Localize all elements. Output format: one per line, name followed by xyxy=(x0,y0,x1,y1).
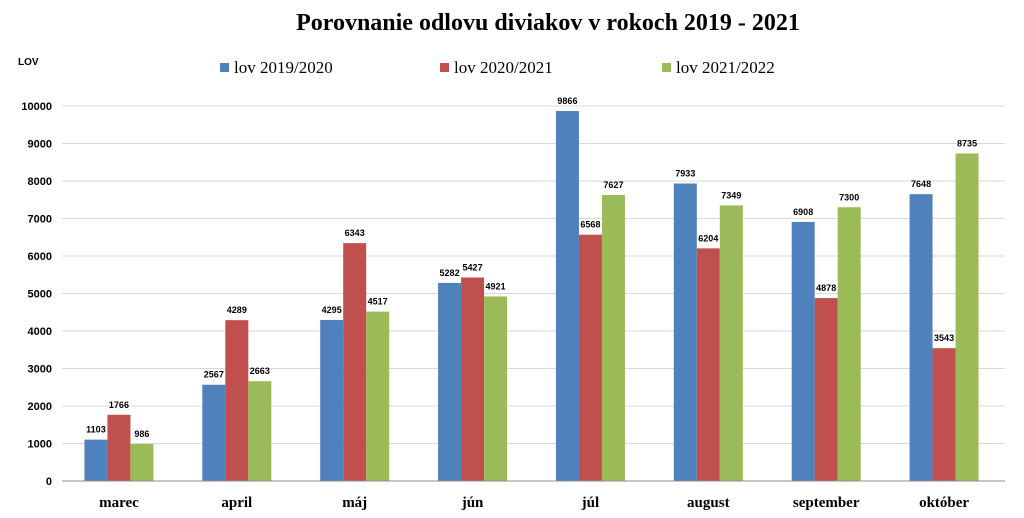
data-labels: 1103 1766 986 2567 4289 2663 4295 6343 4517 52825… xyxy=(86,96,977,439)
legend-swatch xyxy=(220,63,229,72)
data-label: 4517 xyxy=(368,297,388,307)
data-label: 6568 xyxy=(580,220,600,230)
x-tick-label: april xyxy=(221,495,252,511)
data-label: 7300 xyxy=(839,192,859,202)
y-tick-label: 4000 xyxy=(28,326,52,338)
y-tick-label: 0 xyxy=(46,476,52,488)
data-label: 5427 xyxy=(463,262,483,272)
bar xyxy=(438,282,462,481)
bar xyxy=(320,319,344,481)
y-tick-label: 8000 xyxy=(28,176,52,188)
x-tick-label: máj xyxy=(342,495,367,511)
x-tick-label: júl xyxy=(581,495,600,511)
chart-title: Porovnanie odlovu diviakov v rokoch 2019… xyxy=(296,10,800,36)
bar xyxy=(107,414,131,481)
bar xyxy=(130,444,154,481)
data-label: 2663 xyxy=(250,366,270,376)
bar xyxy=(202,384,226,481)
bar xyxy=(555,111,579,482)
data-label: 8735 xyxy=(957,138,977,148)
y-tick-label: 7000 xyxy=(28,214,52,226)
data-label: 7648 xyxy=(911,179,931,189)
bar xyxy=(225,320,249,481)
bar xyxy=(601,194,625,482)
data-label: 7627 xyxy=(603,180,623,190)
x-axis-ticks: marec april máj jún júl august september októbe… xyxy=(99,495,969,511)
data-label: 1103 xyxy=(86,425,106,435)
x-tick-label: jún xyxy=(461,495,484,511)
y-tick-label: 2000 xyxy=(28,401,52,413)
bar xyxy=(791,221,815,481)
y-tick-label: 5000 xyxy=(28,289,52,301)
x-tick-label: marec xyxy=(99,495,139,511)
y-tick-label: 6000 xyxy=(28,251,52,263)
data-label: 6204 xyxy=(698,233,718,243)
bar xyxy=(955,153,979,481)
bar xyxy=(673,183,697,481)
bar xyxy=(909,194,933,481)
bar xyxy=(461,277,485,481)
data-label: 4878 xyxy=(816,283,836,293)
bar xyxy=(814,298,838,481)
bar xyxy=(932,348,956,481)
x-tick-label: september xyxy=(793,495,860,511)
data-label: 3543 xyxy=(934,333,954,343)
y-axis-ticks: 0 1000 2000 3000 4000 5000 6000 7000 8000 9000 100… xyxy=(21,101,52,488)
data-label: 4295 xyxy=(322,305,342,315)
data-label: 4289 xyxy=(227,305,247,315)
y-tick-label: 3000 xyxy=(28,364,52,376)
data-label: 7349 xyxy=(721,190,741,200)
y-tick-label: 10000 xyxy=(21,101,52,113)
bar xyxy=(484,296,508,481)
bar xyxy=(343,243,367,481)
data-label: 7933 xyxy=(675,169,695,179)
legend-swatch xyxy=(440,63,449,72)
bar xyxy=(837,207,861,481)
y-tick-label: 9000 xyxy=(28,139,52,151)
bar xyxy=(366,311,390,481)
bar xyxy=(248,381,272,481)
legend-label: lov 2019/2020 xyxy=(234,58,333,77)
bar xyxy=(719,205,743,481)
legend-swatch xyxy=(662,63,671,72)
data-label: 2567 xyxy=(204,370,224,380)
y-tick-label: 1000 xyxy=(28,439,52,451)
data-label: 4921 xyxy=(486,281,506,291)
data-label: 9866 xyxy=(557,96,577,106)
bar xyxy=(578,234,602,481)
x-tick-label: august xyxy=(687,495,730,511)
legend-label: lov 2021/2022 xyxy=(676,58,775,77)
data-label: 986 xyxy=(134,429,149,439)
legend: lov 2019/2020 lov 2020/2021 lov 2021/2022 xyxy=(220,58,775,77)
bars xyxy=(84,111,979,482)
y-axis-label: LOV xyxy=(18,57,39,68)
legend-label: lov 2020/2021 xyxy=(454,58,553,77)
data-label: 6343 xyxy=(345,228,365,238)
data-label: 6908 xyxy=(793,207,813,217)
x-tick-label: október xyxy=(919,495,969,511)
data-label: 5282 xyxy=(440,268,460,278)
data-label: 1766 xyxy=(109,400,129,410)
bar xyxy=(696,248,720,481)
bar xyxy=(84,439,108,481)
